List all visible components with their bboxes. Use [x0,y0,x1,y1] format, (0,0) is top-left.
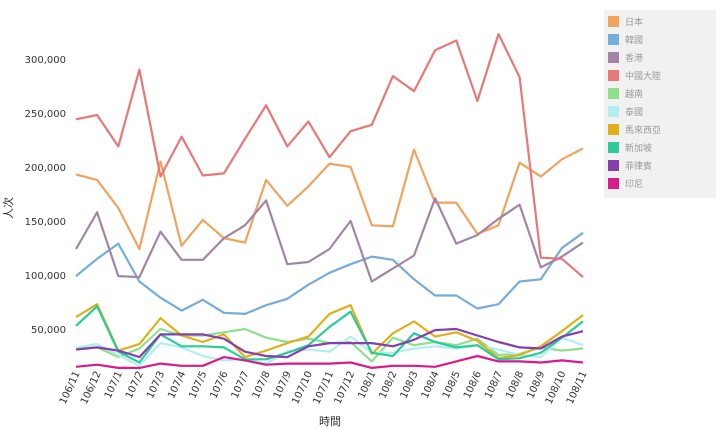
x-tick-label: 108/6 [462,370,484,401]
y-axis-title: 人次 [1,197,15,219]
x-tick-label: 108/7 [483,370,505,401]
legend-item[interactable]: 中國大陸 [608,66,661,84]
y-tick-label: 150,000 [25,217,66,228]
x-tick-label: 107/6 [208,370,230,401]
y-axis: 50,000 100,000 150,000 200,000 250,000 300,00… [25,55,66,336]
y-tick-label: 300,000 [25,55,66,66]
series-line-0 [75,147,584,251]
legend-item[interactable]: 泰國 [608,102,643,120]
legend-item[interactable]: 韓國 [608,30,643,48]
legend: 日本韓國香港中國大陸越南泰國馬來西亞新加坡菲律賓印尼 [604,10,716,198]
legend-label: 馬來西亞 [625,125,662,136]
x-tick-label: 108/1 [356,370,378,401]
legend-item[interactable]: 越南 [608,84,643,102]
y-tick-label: 200,000 [25,163,66,174]
legend-item[interactable]: 日本 [608,12,643,30]
legend-swatch [608,159,619,171]
x-tick-label: 107/8 [251,370,273,401]
legend-label: 印尼 [625,179,644,190]
legend-item[interactable]: 新加坡 [608,138,652,156]
legend-label: 新加坡 [625,143,653,154]
legend-label: 菲律賓 [625,161,653,172]
legend-swatch [608,177,619,189]
legend-item[interactable]: 香港 [608,48,643,66]
x-tick-label: 108/11 [565,370,590,407]
legend-swatch [608,69,619,81]
series-line-1 [75,231,584,315]
x-tick-label: 107/4 [166,370,188,401]
legend-swatch [608,105,619,117]
legend-item[interactable]: 馬來西亞 [608,120,661,138]
legend-item[interactable]: 菲律賓 [608,156,652,174]
x-tick-label: 108/8 [504,370,526,401]
series-line-2 [75,197,584,283]
legend-label: 越南 [625,89,644,100]
x-tick-label: 107/9 [272,370,294,401]
x-tick-label: 108/4 [420,370,442,401]
y-tick-label: 100,000 [25,271,66,282]
series-line-8 [75,327,584,359]
plot-lines [75,32,584,369]
x-tick-label: 108/9 [525,370,547,401]
x-tick-label: 108/3 [399,370,421,401]
legend-swatch [608,51,619,63]
legend-label: 泰國 [625,107,644,118]
x-axis-title: 時間 [319,415,341,428]
x-tick-label: 108/5 [441,370,463,401]
legend-swatch [608,15,619,27]
x-tick-label: 108/2 [377,370,399,401]
x-tick-label: 107/2 [124,370,146,401]
x-tick-label: 107/1 [103,370,125,401]
legend-item[interactable]: 印尼 [608,174,643,192]
legend-label: 香港 [625,53,644,64]
x-tick-label: 107/5 [187,370,209,401]
y-tick-label: 50,000 [31,325,66,336]
y-tick-label: 250,000 [25,109,66,120]
series-line-6 [75,303,584,360]
x-axis: 106/11106/12107/1107/2107/3107/4107/5107… [58,370,590,407]
legend-label: 韓國 [625,35,644,46]
x-tick-label: 107/7 [230,370,252,401]
series-line-5 [75,335,584,367]
legend-label: 中國大陸 [625,71,662,82]
legend-swatch [608,123,619,135]
series-line-3 [75,32,584,278]
series-line-9 [75,354,584,369]
legend-label: 日本 [625,17,644,28]
x-tick-label: 106/12 [79,370,104,407]
legend-swatch [608,141,619,153]
x-tick-label: 107/12 [333,370,358,407]
legend-swatch [608,33,619,45]
x-tick-label: 107/3 [145,370,167,401]
legend-swatch [608,87,619,99]
